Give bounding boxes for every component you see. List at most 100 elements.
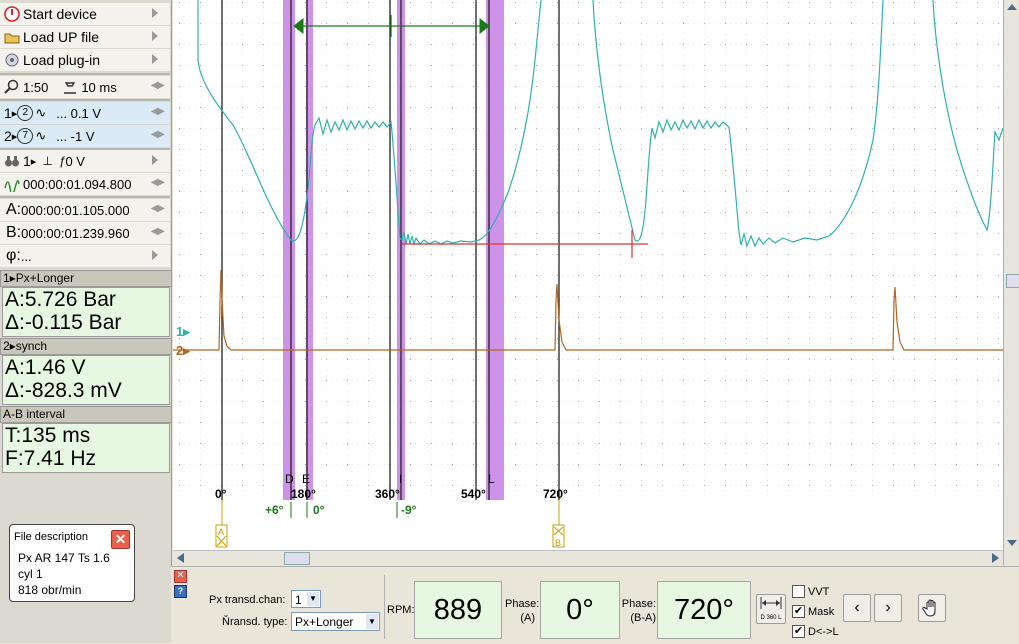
submenu-arrow-icon — [152, 54, 158, 64]
coupling-badge: 2 — [17, 105, 34, 121]
close-icon[interactable]: ✕ — [174, 570, 187, 583]
scroll-left-icon[interactable] — [177, 553, 184, 563]
degree-label: 540° — [461, 487, 486, 501]
pan-button[interactable] — [918, 594, 946, 622]
d360l-label: D 360 L — [760, 615, 782, 621]
channel-2-delta-value: Δ:-828.3 mV — [5, 379, 122, 402]
trigger-row[interactable]: 1 ▸ ⊥ ƒ 0 V — [0, 150, 170, 172]
channel-1-waveform — [197, 0, 542, 247]
divider — [0, 148, 170, 150]
scroll-thumb[interactable] — [1006, 274, 1019, 288]
load-up-file-item[interactable]: Load UP file — [0, 26, 170, 48]
left-right-arrows-icon[interactable]: ◀▶ — [150, 129, 165, 140]
left-panel: Start device Load UP file Load plug-in 1… — [0, 0, 172, 643]
marker-lines — [221, 0, 560, 500]
cursor-a-handle[interactable]: A — [215, 500, 228, 548]
channel-2-marker[interactable]: 2▸ — [176, 343, 190, 358]
channel-2-number: 2 — [4, 128, 12, 144]
channel-2-row[interactable]: 2 ▸ 7 ∿ ... -1 V ◀▶ — [0, 125, 170, 147]
mask-band-l — [486, 0, 504, 500]
timebase-row[interactable]: 1:50 10 ms ◀▶ — [0, 76, 170, 98]
oscilloscope-display[interactable]: D E I L 0° 180° 360° 540° 720° +6° 0° -9… — [173, 0, 1004, 550]
signal-icon: ∿ — [35, 128, 47, 143]
load-plugin-label: Load plug-in — [23, 52, 101, 68]
left-right-arrows-icon[interactable]: ◀▶ — [150, 106, 165, 117]
load-plugin-item[interactable]: Load plug-in — [0, 49, 170, 71]
chevron-down-icon[interactable]: ▼ — [307, 592, 319, 606]
cursor-a-label: A: — [6, 201, 22, 218]
help-icon[interactable]: ? — [174, 585, 187, 598]
transd-type-label: Ňransd. type: — [222, 616, 288, 628]
divider — [0, 196, 170, 198]
rpm-value: 889 — [414, 581, 502, 639]
scroll-right-icon[interactable] — [992, 553, 999, 563]
cursor-b-handle[interactable]: B — [552, 500, 565, 548]
channel-1-marker[interactable]: 1▸ — [176, 324, 190, 339]
plugin-icon — [4, 52, 20, 68]
file-description-line: Px AR 147 Ts 1.6 — [18, 551, 110, 565]
submenu-arrow-icon — [152, 155, 158, 165]
chevron-left-icon: ‹ — [854, 599, 860, 616]
horizontal-scrollbar[interactable] — [173, 550, 1003, 566]
divider — [384, 575, 385, 639]
mask-label: Mask — [808, 606, 835, 618]
start-device-item[interactable]: Start device — [0, 3, 170, 25]
channel-1-readout: A:5.726 Bar Δ:-0.115 Bar — [2, 287, 170, 337]
timebase-icon — [62, 79, 78, 95]
phase-ba-value: 720° — [657, 581, 751, 639]
cursor-a-row[interactable]: A: 000:00:01.105.000 ◀▶ — [0, 199, 170, 221]
rpm-label: RPM: — [387, 604, 415, 616]
close-icon[interactable]: ✕ — [111, 530, 130, 549]
previous-button[interactable]: ‹ — [843, 594, 871, 622]
vertical-scrollbar[interactable] — [1003, 0, 1019, 565]
scroll-up-icon[interactable] — [1007, 4, 1017, 10]
mask-band-e — [306, 0, 313, 500]
vvt-checkbox[interactable] — [792, 585, 805, 598]
file-description-box: File description ✕ Px AR 147 Ts 1.6 cyl … — [9, 524, 135, 602]
trigger-time-row[interactable]: 000:00:01.094.800 ◀▶ — [0, 173, 170, 195]
cursor-level-line[interactable] — [401, 230, 648, 258]
transd-type-select[interactable]: Px+Longer ▼ — [291, 612, 380, 631]
submenu-arrow-icon — [152, 250, 158, 260]
mark-letter-i: I — [399, 472, 402, 486]
transd-chan-value: 1 — [295, 593, 302, 607]
offset-ticks — [290, 502, 398, 518]
chevron-down-icon[interactable]: ▼ — [366, 614, 378, 629]
d-l-checkbox[interactable]: ✔ — [792, 625, 805, 638]
phi-value: ... — [20, 248, 32, 264]
open-folder-icon — [4, 29, 20, 45]
phase-ba-sub: (B-A) — [630, 612, 656, 624]
d360l-button[interactable]: D 360 L — [756, 594, 786, 624]
load-up-file-label: Load UP file — [23, 29, 100, 45]
next-button[interactable]: › — [874, 594, 902, 622]
channel-arrow-icon: ▸ — [11, 107, 18, 120]
coupling-badge: 7 — [17, 128, 34, 144]
left-right-arrows-icon[interactable]: ◀▶ — [150, 80, 165, 91]
divider — [0, 99, 170, 101]
transd-chan-select[interactable]: 1 ▼ — [291, 590, 321, 608]
transd-chan-label: Px transd.chan: — [209, 594, 286, 606]
offset-label: -9° — [401, 503, 417, 517]
phase-ba-label: Phase: — [621, 598, 656, 610]
left-right-arrows-icon[interactable]: ◀▶ — [150, 203, 165, 214]
scroll-down-icon[interactable] — [1007, 540, 1017, 546]
mask-checkbox[interactable]: ✔ — [792, 605, 805, 618]
left-right-arrows-icon[interactable]: ◀▶ — [150, 226, 165, 237]
bottom-toolbar: ✕ ? Px transd.chan: 1 ▼ Ňransd. type: Px… — [171, 566, 1019, 644]
scope-canvas[interactable]: D E I L 0° 180° 360° 540° 720° +6° 0° -9… — [173, 0, 1004, 550]
cursor-b-row[interactable]: B: 000:00:01.239.960 ◀▶ — [0, 222, 170, 244]
interval-arrow[interactable] — [293, 15, 490, 37]
channel-1-waveform — [932, 0, 1004, 232]
submenu-arrow-icon — [152, 8, 158, 18]
phi-row[interactable]: φ: ... — [0, 245, 170, 267]
channel-1-row[interactable]: 1 ▸ 2 ∿ ... 0.1 V ◀▶ — [0, 102, 170, 124]
scroll-thumb[interactable] — [284, 552, 310, 565]
magnifier-icon — [4, 79, 20, 95]
channel-1-range: ... 0.1 V — [56, 105, 102, 121]
power-icon — [4, 6, 20, 22]
trigger-time: 000:00:01.094.800 — [23, 176, 132, 192]
phi-label: φ: — [6, 247, 21, 264]
left-right-arrows-icon[interactable]: ◀▶ — [150, 177, 165, 188]
zoom-value: 1:50 — [23, 79, 49, 95]
d-l-label: D<->L — [808, 626, 839, 638]
